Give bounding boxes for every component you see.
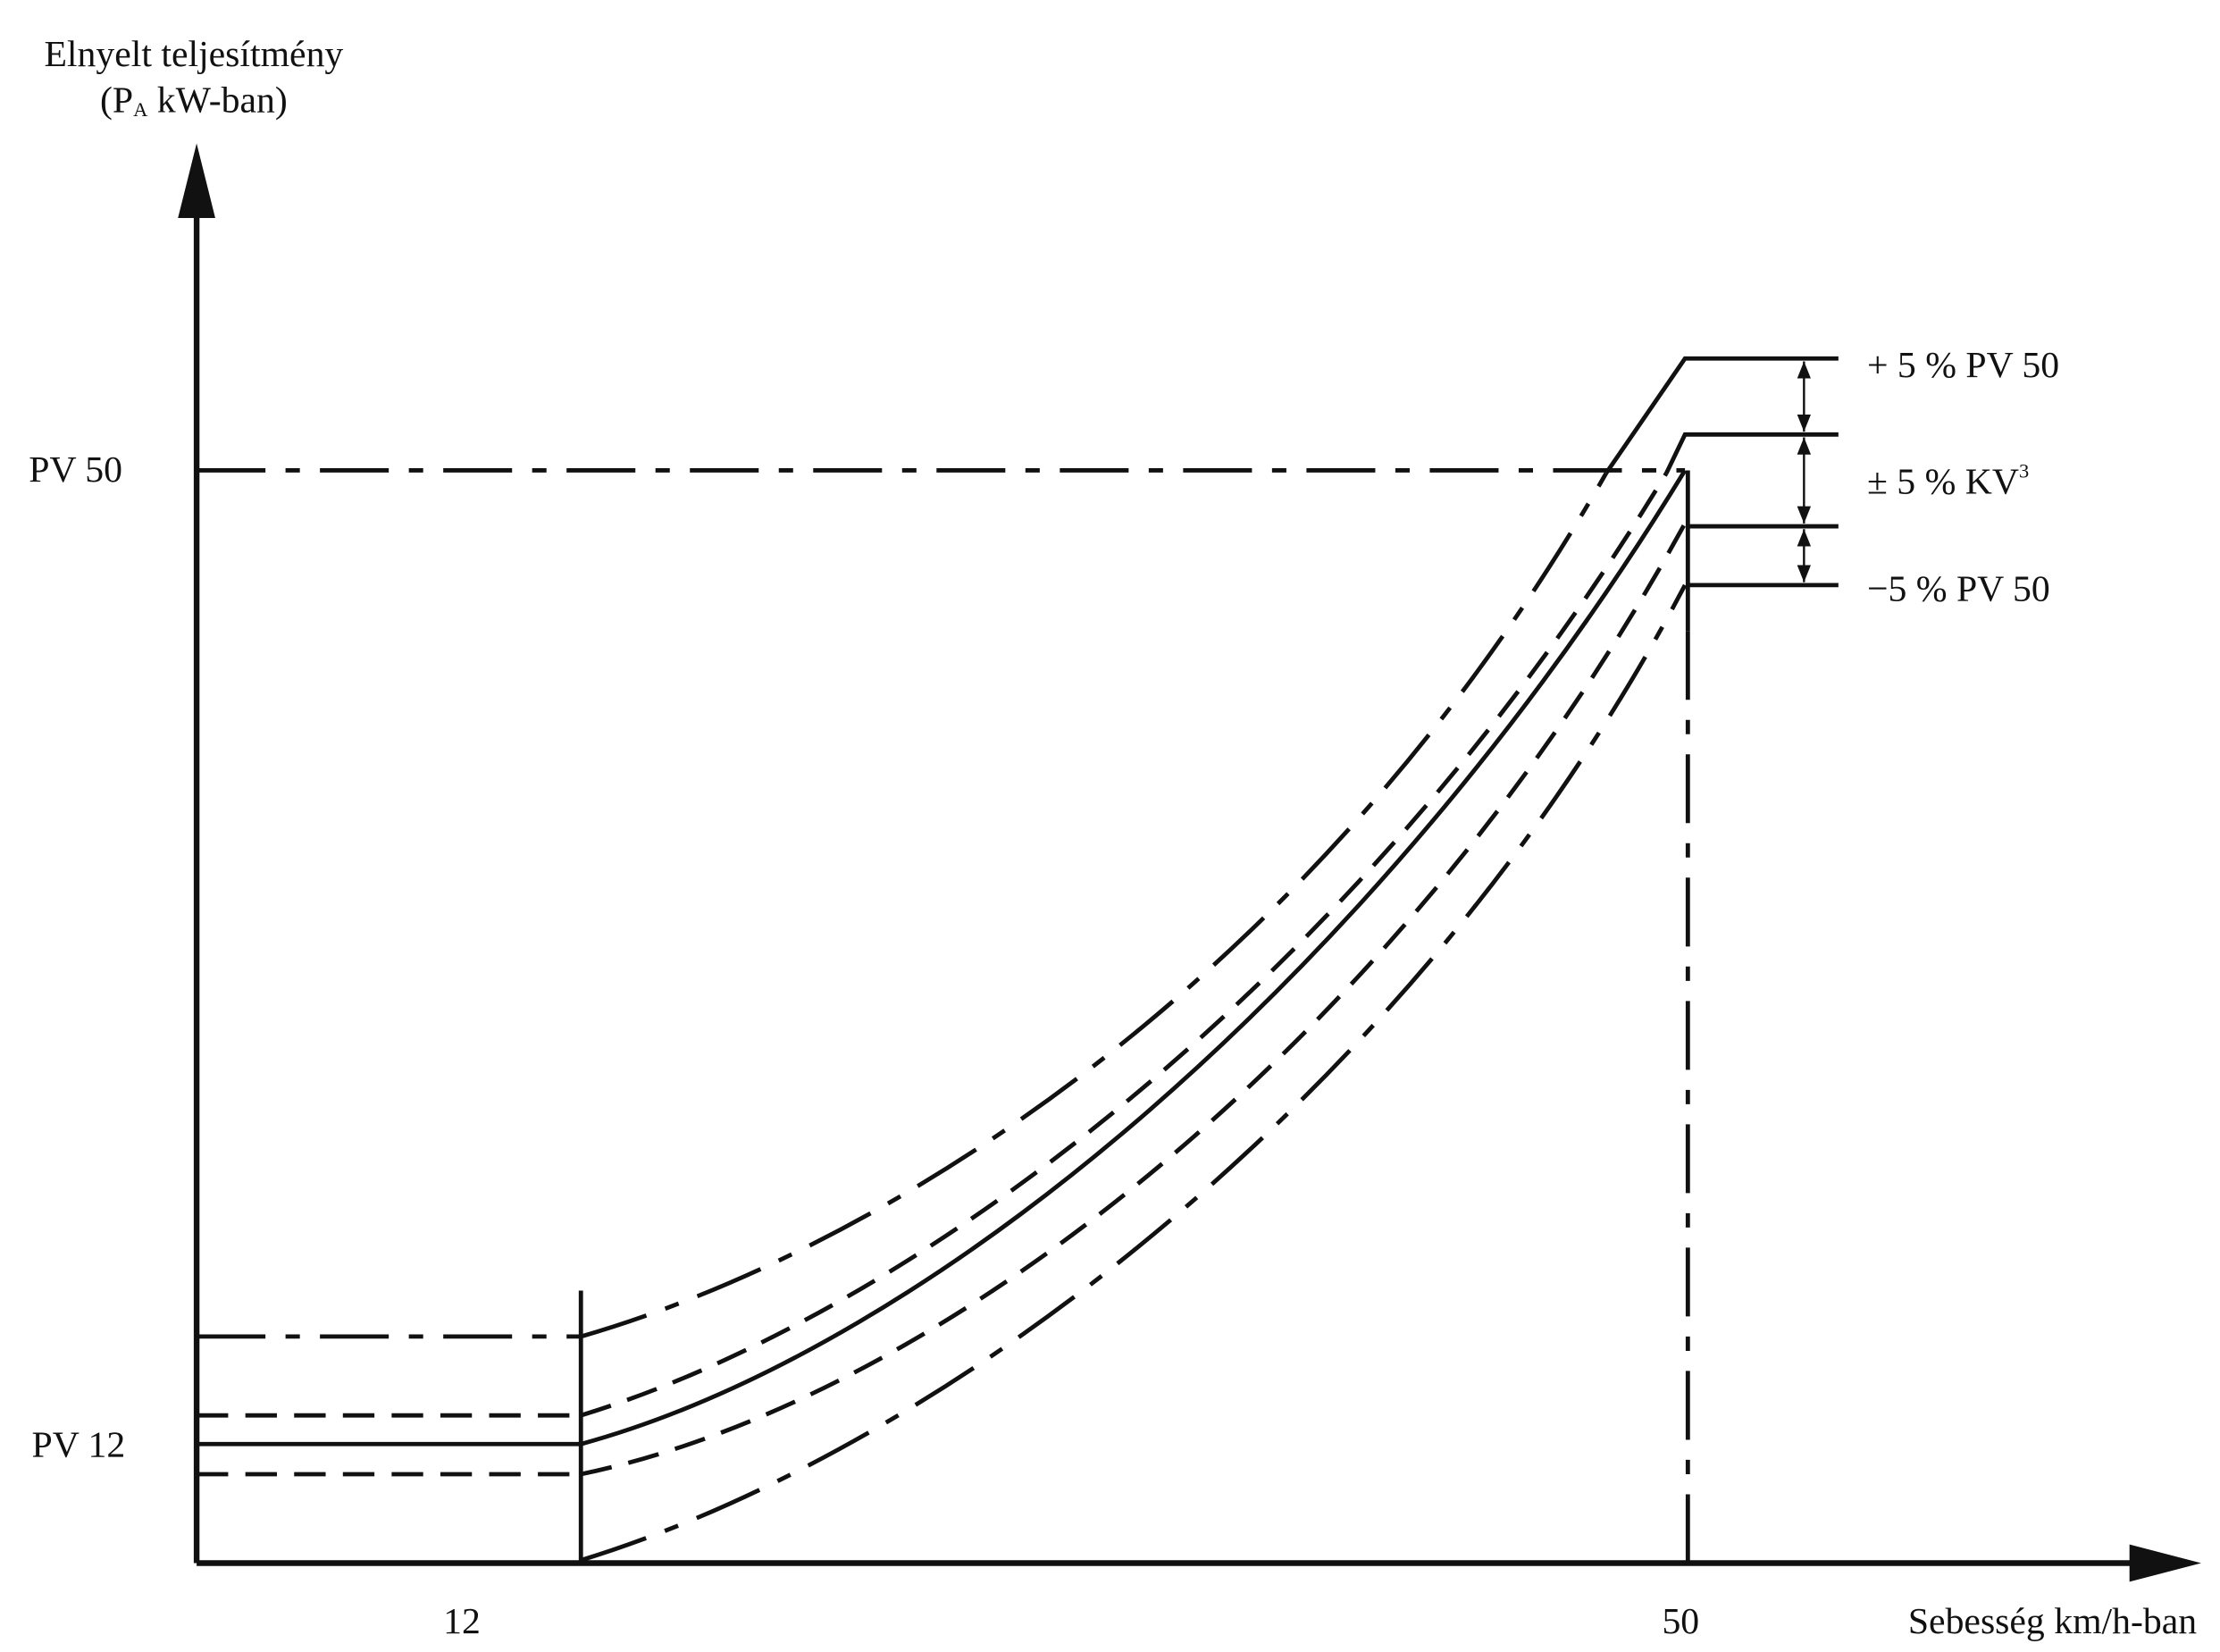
annotation-text: ± 5 % KV xyxy=(1867,461,2019,502)
y-mark: PV 12 xyxy=(32,1425,126,1466)
annotation: + 5 % PV 50 xyxy=(1867,345,2059,386)
y-axis-unit-subscript: A xyxy=(133,98,148,121)
y-axis-unit-end: kW-ban) xyxy=(147,80,287,121)
y-axis-unit-start: (P xyxy=(100,80,133,121)
curves xyxy=(197,356,1839,1563)
annotation-superscript: 3 xyxy=(2019,460,2029,482)
annotation: −5 % PV 50 xyxy=(1867,568,2050,609)
x-mark: 50 xyxy=(1662,1601,1699,1642)
y-axis-label: Elnyelt teljesítmény xyxy=(44,34,343,75)
y-mark: PV 50 xyxy=(29,449,122,491)
guides xyxy=(197,468,1690,1564)
y-axis-unit: (PA kW-ban) xyxy=(100,80,288,121)
annotation: ± 5 % KV3 xyxy=(1867,460,2029,502)
x-mark: 12 xyxy=(443,1601,481,1642)
x-axis-label: Sebesség km/h-ban xyxy=(1908,1601,2197,1642)
